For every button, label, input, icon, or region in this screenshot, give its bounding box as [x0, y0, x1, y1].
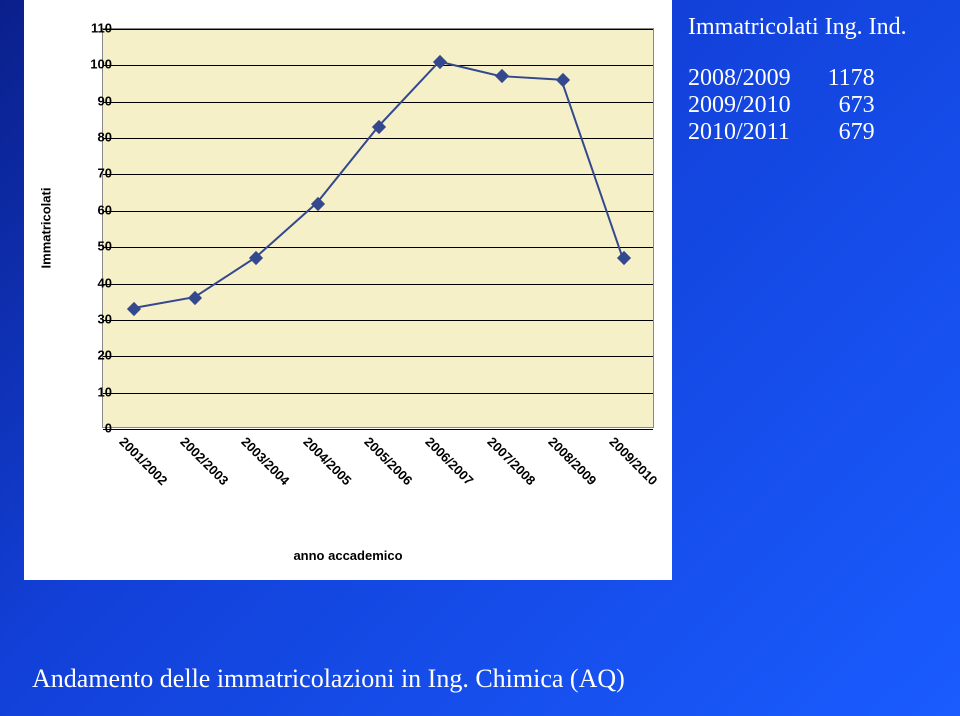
- sidebar-info: Immatricolati Ing. Ind. 2008/2009 1178 2…: [688, 14, 946, 146]
- stat-table: 2008/2009 1178 2009/2010 673 2010/2011 6…: [688, 65, 875, 146]
- stat-row: 2010/2011 679: [688, 119, 875, 146]
- y-axis-title: Immatricolati: [39, 188, 54, 269]
- caption: Andamento delle immatricolazioni in Ing.…: [32, 664, 625, 694]
- y-tick-label: 90: [80, 93, 112, 108]
- stat-value: 679: [815, 119, 875, 146]
- y-tick-label: 40: [80, 275, 112, 290]
- x-tick-label: 2003/2004: [239, 434, 293, 488]
- stat-value: 673: [815, 92, 875, 119]
- x-tick-label: 2006/2007: [423, 434, 477, 488]
- x-tick-label: 2004/2005: [300, 434, 354, 488]
- y-tick-label: 10: [80, 384, 112, 399]
- chart-line-layer: [103, 29, 653, 428]
- chart-panel: Immatricolati anno accademico 0 10 20 30 40 5…: [24, 0, 672, 580]
- stat-year: 2008/2009: [688, 65, 815, 92]
- series-line: [134, 62, 623, 308]
- stat-row: 2009/2010 673: [688, 92, 875, 119]
- y-tick-label: 100: [80, 57, 112, 72]
- x-tick-label: 2005/2006: [361, 434, 415, 488]
- x-tick-label: 2007/2008: [484, 434, 538, 488]
- y-tick-label: 50: [80, 239, 112, 254]
- y-tick-label: 60: [80, 202, 112, 217]
- y-tick-label: 110: [80, 21, 112, 36]
- x-tick-label: 2001/2002: [116, 434, 170, 488]
- grid-line: [103, 429, 653, 430]
- stat-value: 1178: [815, 65, 875, 92]
- y-tick-label: 80: [80, 130, 112, 145]
- sidebar-title: Immatricolati Ing. Ind.: [688, 14, 946, 41]
- x-axis-title: anno accademico: [293, 548, 402, 563]
- stat-year: 2010/2011: [688, 119, 815, 146]
- y-tick-label: 30: [80, 311, 112, 326]
- x-tick-label: 2009/2010: [607, 434, 661, 488]
- y-tick-label: 20: [80, 348, 112, 363]
- stat-row: 2008/2009 1178: [688, 65, 875, 92]
- stat-year: 2009/2010: [688, 92, 815, 119]
- y-tick-label: 0: [80, 421, 112, 436]
- x-tick-label: 2002/2003: [177, 434, 231, 488]
- y-tick-label: 70: [80, 166, 112, 181]
- x-tick-label: 2008/2009: [545, 434, 599, 488]
- plot-area: [102, 28, 654, 428]
